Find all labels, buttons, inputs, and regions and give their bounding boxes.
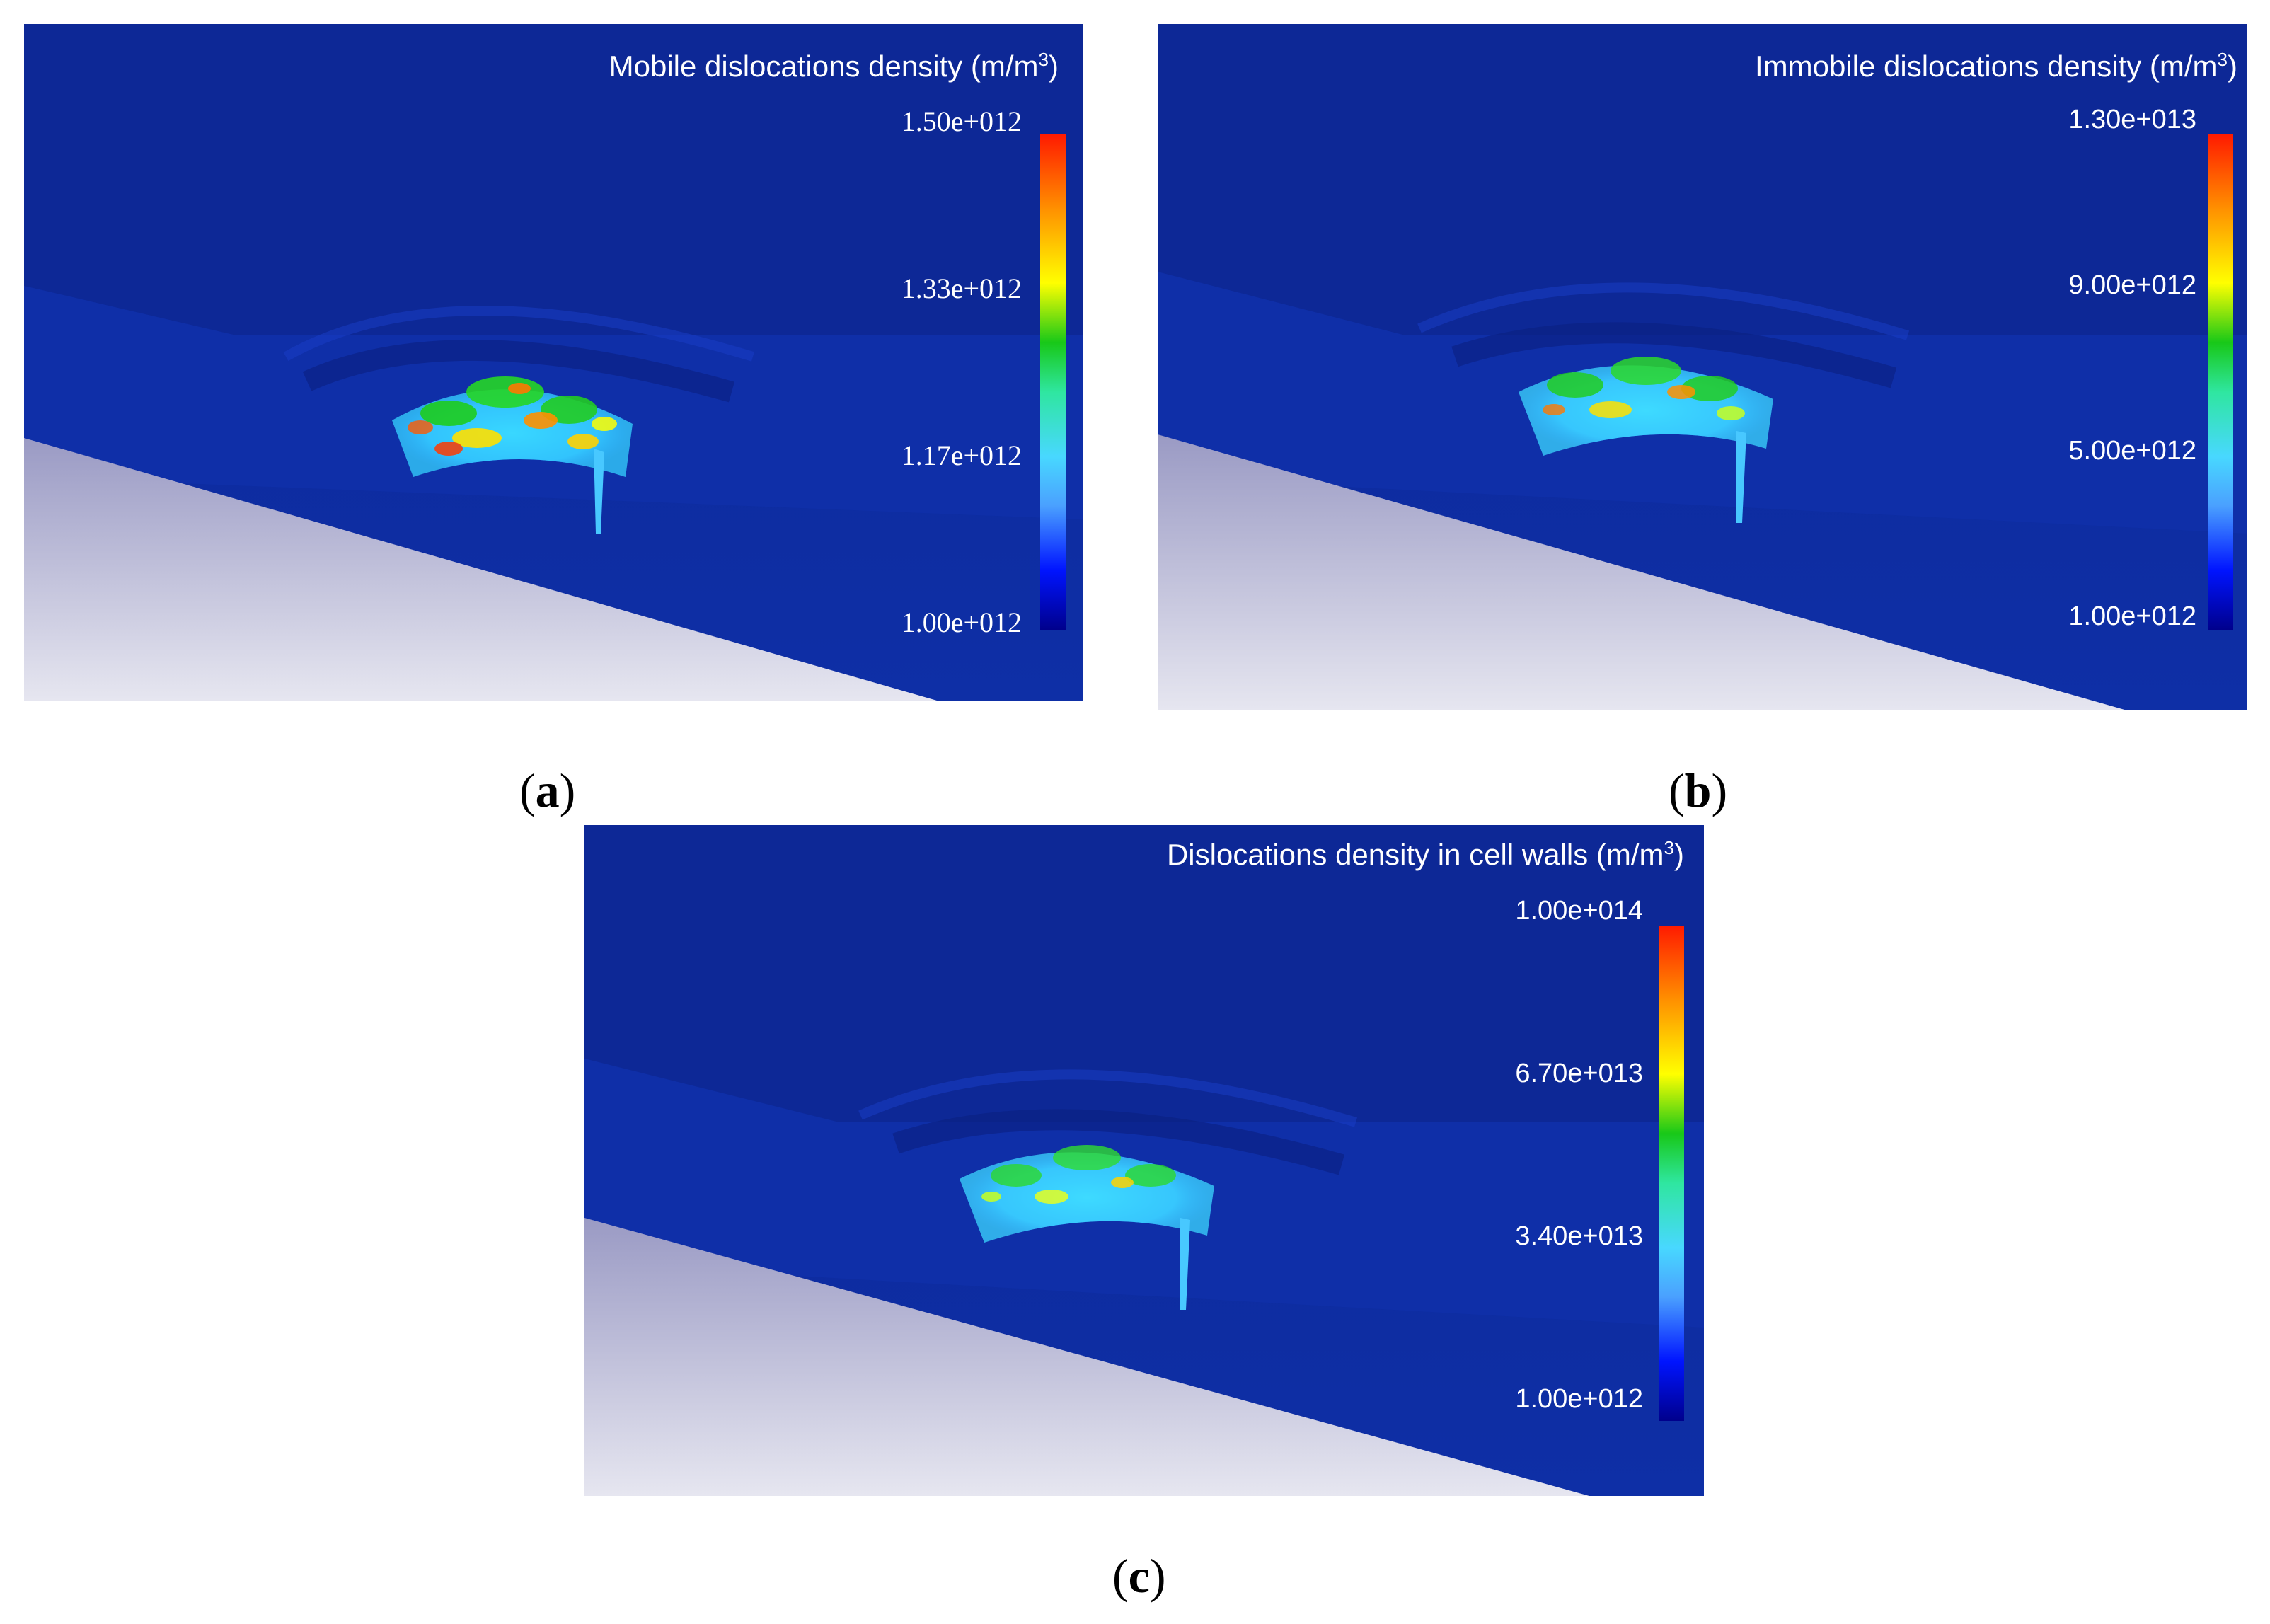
base-plate (584, 1218, 1589, 1496)
panel-c-colorbar (1659, 926, 1684, 1421)
panel-b-tick-min: 1.00e+012 (2068, 601, 2196, 631)
deformation-zone (1519, 357, 1773, 523)
deformation-zone (960, 1145, 1214, 1310)
panel-a-title-sup: 3 (1038, 49, 1049, 70)
panel-b-scene (1158, 24, 2247, 710)
upper-face (24, 24, 1083, 335)
panel-c-tick-2: 6.70e+013 (1515, 1059, 1643, 1088)
panel-c-title: Dislocations density in cell walls (m/m3… (1167, 838, 1684, 872)
panel-b-tick-max: 1.30e+013 (2068, 105, 2196, 134)
panel-a-contour-plot: Mobile dislocations density (m/m3) 1.50e… (24, 24, 1083, 701)
panel-c-tick-min: 1.00e+012 (1515, 1384, 1643, 1414)
caption-b: (b) (1669, 764, 1728, 817)
panel-c-title-text: Dislocations density in cell walls (m/m (1166, 838, 1664, 871)
panel-a-title-tail: ) (1049, 50, 1059, 83)
panel-a-title: Mobile dislocations density (m/m3) (609, 50, 1059, 83)
panel-c-contour-plot: Dislocations density in cell walls (m/m3… (584, 825, 1704, 1496)
caption-b-letter: b (1684, 764, 1712, 817)
panel-a-tick-2: 1.33e+012 (901, 272, 1022, 304)
panel-c-tick-3: 3.40e+013 (1515, 1221, 1643, 1251)
panel-a-tick-max: 1.50e+012 (901, 105, 1022, 137)
panel-b-tick-2: 9.00e+012 (2068, 270, 2196, 300)
panel-b-colorbar (2208, 134, 2233, 630)
panel-b-title: Immobile dislocations density (m/m3) (1755, 50, 2237, 83)
panel-a-colorbar (1040, 134, 1066, 630)
caption-c: (c) (1112, 1549, 1166, 1603)
panel-c-tick-max: 1.00e+014 (1515, 896, 1643, 926)
panel-a-tick-3: 1.17e+012 (901, 439, 1022, 471)
panel-b-title-sup: 3 (2217, 49, 2228, 70)
panel-c-scene (584, 825, 1704, 1496)
upper-face (1158, 24, 2247, 335)
base-plate (1158, 434, 2127, 710)
caption-a-letter: a (535, 764, 560, 817)
panel-b-tick-3: 5.00e+012 (2068, 436, 2196, 466)
panel-a-scene (24, 24, 1083, 701)
panel-b-contour-plot: Immobile dislocations density (m/m3) 1.3… (1158, 24, 2247, 710)
base-plate (24, 438, 937, 701)
panel-b-title-tail: ) (2228, 50, 2237, 83)
deformation-zone (392, 376, 633, 534)
caption-c-letter: c (1128, 1549, 1150, 1603)
panel-b-title-text: Immobile dislocations density (m/m (1754, 50, 2218, 83)
panel-c-title-tail: ) (1674, 838, 1684, 871)
panel-a-title-text: Mobile dislocations density (m/m (609, 50, 1039, 83)
panel-a-tick-min: 1.00e+012 (901, 606, 1022, 638)
upper-face (584, 825, 1704, 1122)
caption-a: (a) (519, 764, 576, 817)
panel-c-title-sup: 3 (1664, 837, 1674, 858)
